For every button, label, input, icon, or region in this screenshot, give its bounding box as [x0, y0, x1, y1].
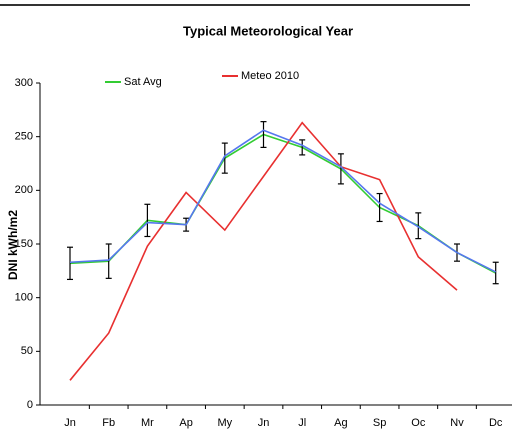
- y-tick-label: 300: [15, 77, 33, 89]
- legend-label: Sat Avg: [124, 76, 162, 88]
- series-line: [69, 133, 497, 274]
- error-bar: [260, 121, 267, 148]
- x-tick-label: Fb: [102, 417, 115, 429]
- y-tick-label: 100: [15, 292, 33, 304]
- error-bar: [221, 142, 228, 174]
- y-tick-label: 200: [15, 184, 33, 196]
- x-tick-label: Sp: [373, 417, 386, 429]
- error-bar: [67, 246, 73, 281]
- x-tick-label: Ap: [179, 417, 192, 429]
- x-tick-label: Ag: [334, 417, 347, 429]
- y-axis-label: DNI kWh/m2: [6, 210, 20, 280]
- error-bar: [415, 212, 422, 240]
- y-tick-label: 50: [21, 345, 33, 357]
- x-tick-label: Nv: [450, 417, 464, 429]
- series-line: [69, 121, 458, 381]
- y-tick-label: 250: [15, 131, 33, 143]
- series-line: [69, 129, 497, 273]
- x-tick-label: My: [217, 417, 232, 429]
- y-tick-label: 0: [27, 399, 33, 411]
- error-bar: [105, 243, 112, 279]
- error-bar: [492, 261, 499, 285]
- x-tick-label: Dc: [489, 417, 503, 429]
- x-tick-label: Oc: [411, 417, 426, 429]
- x-tick-label: Mr: [141, 417, 154, 429]
- x-tick-label: Jl: [298, 417, 306, 429]
- y-tick-label: 150: [15, 238, 33, 250]
- error-bar: [299, 139, 306, 156]
- error-bar: [376, 192, 383, 223]
- x-tick-label: Jn: [64, 417, 76, 429]
- chart-title: Typical Meteorological Year: [183, 23, 353, 38]
- x-tick-label: Jn: [258, 417, 270, 429]
- error-bar: [337, 153, 344, 185]
- legend-label: Meteo 2010: [241, 70, 299, 82]
- error-bar: [144, 203, 151, 238]
